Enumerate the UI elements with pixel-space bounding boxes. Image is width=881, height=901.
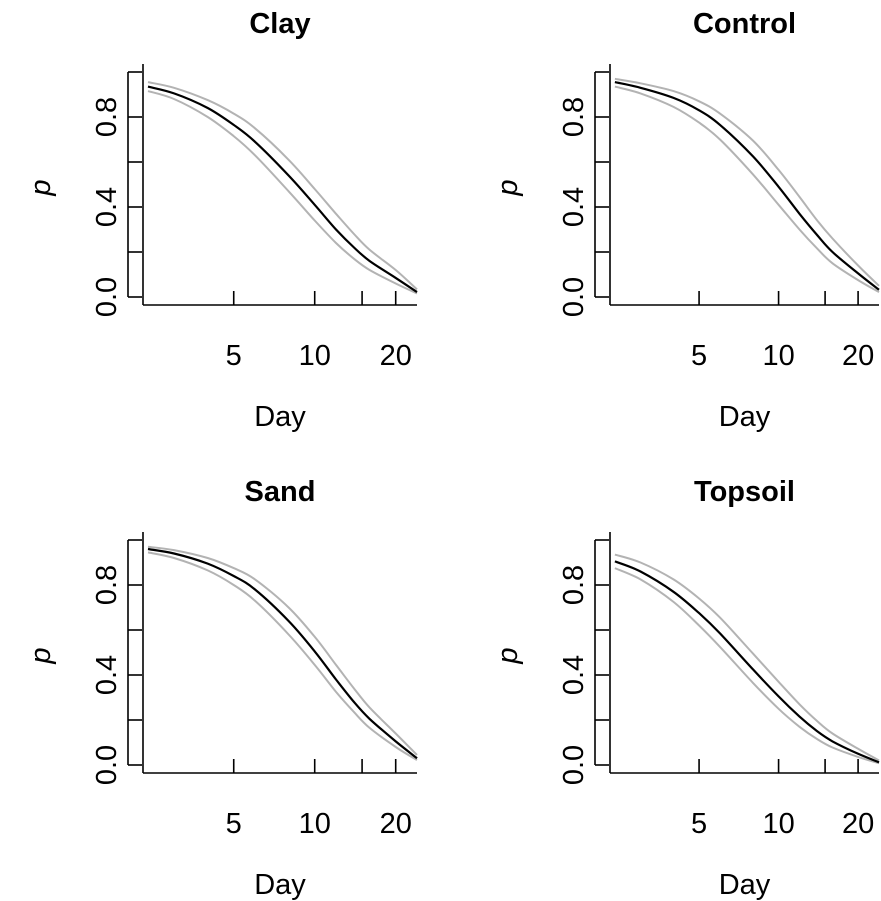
x-axis-title: Day xyxy=(254,401,306,433)
chart-panel-control: Control 0.0 0.4 0.8 p 5 10 20 Day xyxy=(492,8,880,433)
x-tick-label: 5 xyxy=(226,808,242,840)
x-tick-label: 10 xyxy=(762,808,794,840)
y-tick-label: 0.8 xyxy=(558,565,590,605)
y-tick-label: 0.4 xyxy=(91,187,123,227)
y-tick-label: 0.8 xyxy=(91,565,123,605)
chart-panel-sand: Sand 0.0 0.4 0.8 p 5 10 20 Day xyxy=(25,476,418,901)
x-tick-label: 10 xyxy=(299,340,331,372)
series-line-upper xyxy=(614,77,880,287)
y-tick-label: 0.4 xyxy=(558,187,590,227)
y-tick-label: 0.4 xyxy=(558,655,590,695)
chart-title: Sand xyxy=(245,476,316,508)
y-tick-label: 0.0 xyxy=(558,745,590,785)
series-line-lower xyxy=(614,85,880,293)
chart-title: Clay xyxy=(249,8,310,40)
x-tick-label: 20 xyxy=(842,808,874,840)
y-axis-title: p xyxy=(25,179,57,196)
series-line-upper xyxy=(147,545,418,756)
y-tick-label: 0.4 xyxy=(91,655,123,695)
series-line-lower xyxy=(614,567,880,765)
y-axis-title: p xyxy=(492,647,524,664)
series-line-estimate xyxy=(614,560,880,764)
chart-title: Topsoil xyxy=(694,476,795,508)
y-tick-label: 0.0 xyxy=(558,277,590,317)
y-tick-label: 0.8 xyxy=(91,97,123,137)
x-axis-title: Day xyxy=(254,869,306,901)
x-tick-label: 5 xyxy=(691,340,707,372)
chart-panel-clay: Clay 0.0 0.4 0.8 p 5 10 20 Day xyxy=(25,8,418,433)
series-line-upper xyxy=(614,553,880,762)
x-tick-label: 5 xyxy=(226,340,242,372)
x-tick-label: 20 xyxy=(842,340,874,372)
x-tick-label: 5 xyxy=(691,808,707,840)
chart-title: Control xyxy=(693,8,796,40)
series-line-lower xyxy=(147,90,418,295)
y-tick-label: 0.0 xyxy=(91,277,123,317)
x-tick-label: 20 xyxy=(380,808,412,840)
series-line-estimate xyxy=(614,81,880,291)
x-tick-label: 10 xyxy=(299,808,331,840)
y-tick-label: 0.8 xyxy=(558,97,590,137)
series-line-lower xyxy=(147,551,418,761)
x-tick-label: 20 xyxy=(380,340,412,372)
chart-panel-topsoil: Topsoil 0.0 0.4 0.8 p 5 10 20 Day xyxy=(492,476,880,901)
x-axis-title: Day xyxy=(719,869,771,901)
x-tick-label: 10 xyxy=(762,340,794,372)
series-line-upper xyxy=(147,81,418,291)
y-tick-label: 0.0 xyxy=(91,745,123,785)
series-line-estimate xyxy=(147,85,418,294)
y-axis-title: p xyxy=(492,179,524,196)
y-axis-title: p xyxy=(25,647,57,664)
x-axis-title: Day xyxy=(719,401,771,433)
series-line-estimate xyxy=(147,547,418,760)
